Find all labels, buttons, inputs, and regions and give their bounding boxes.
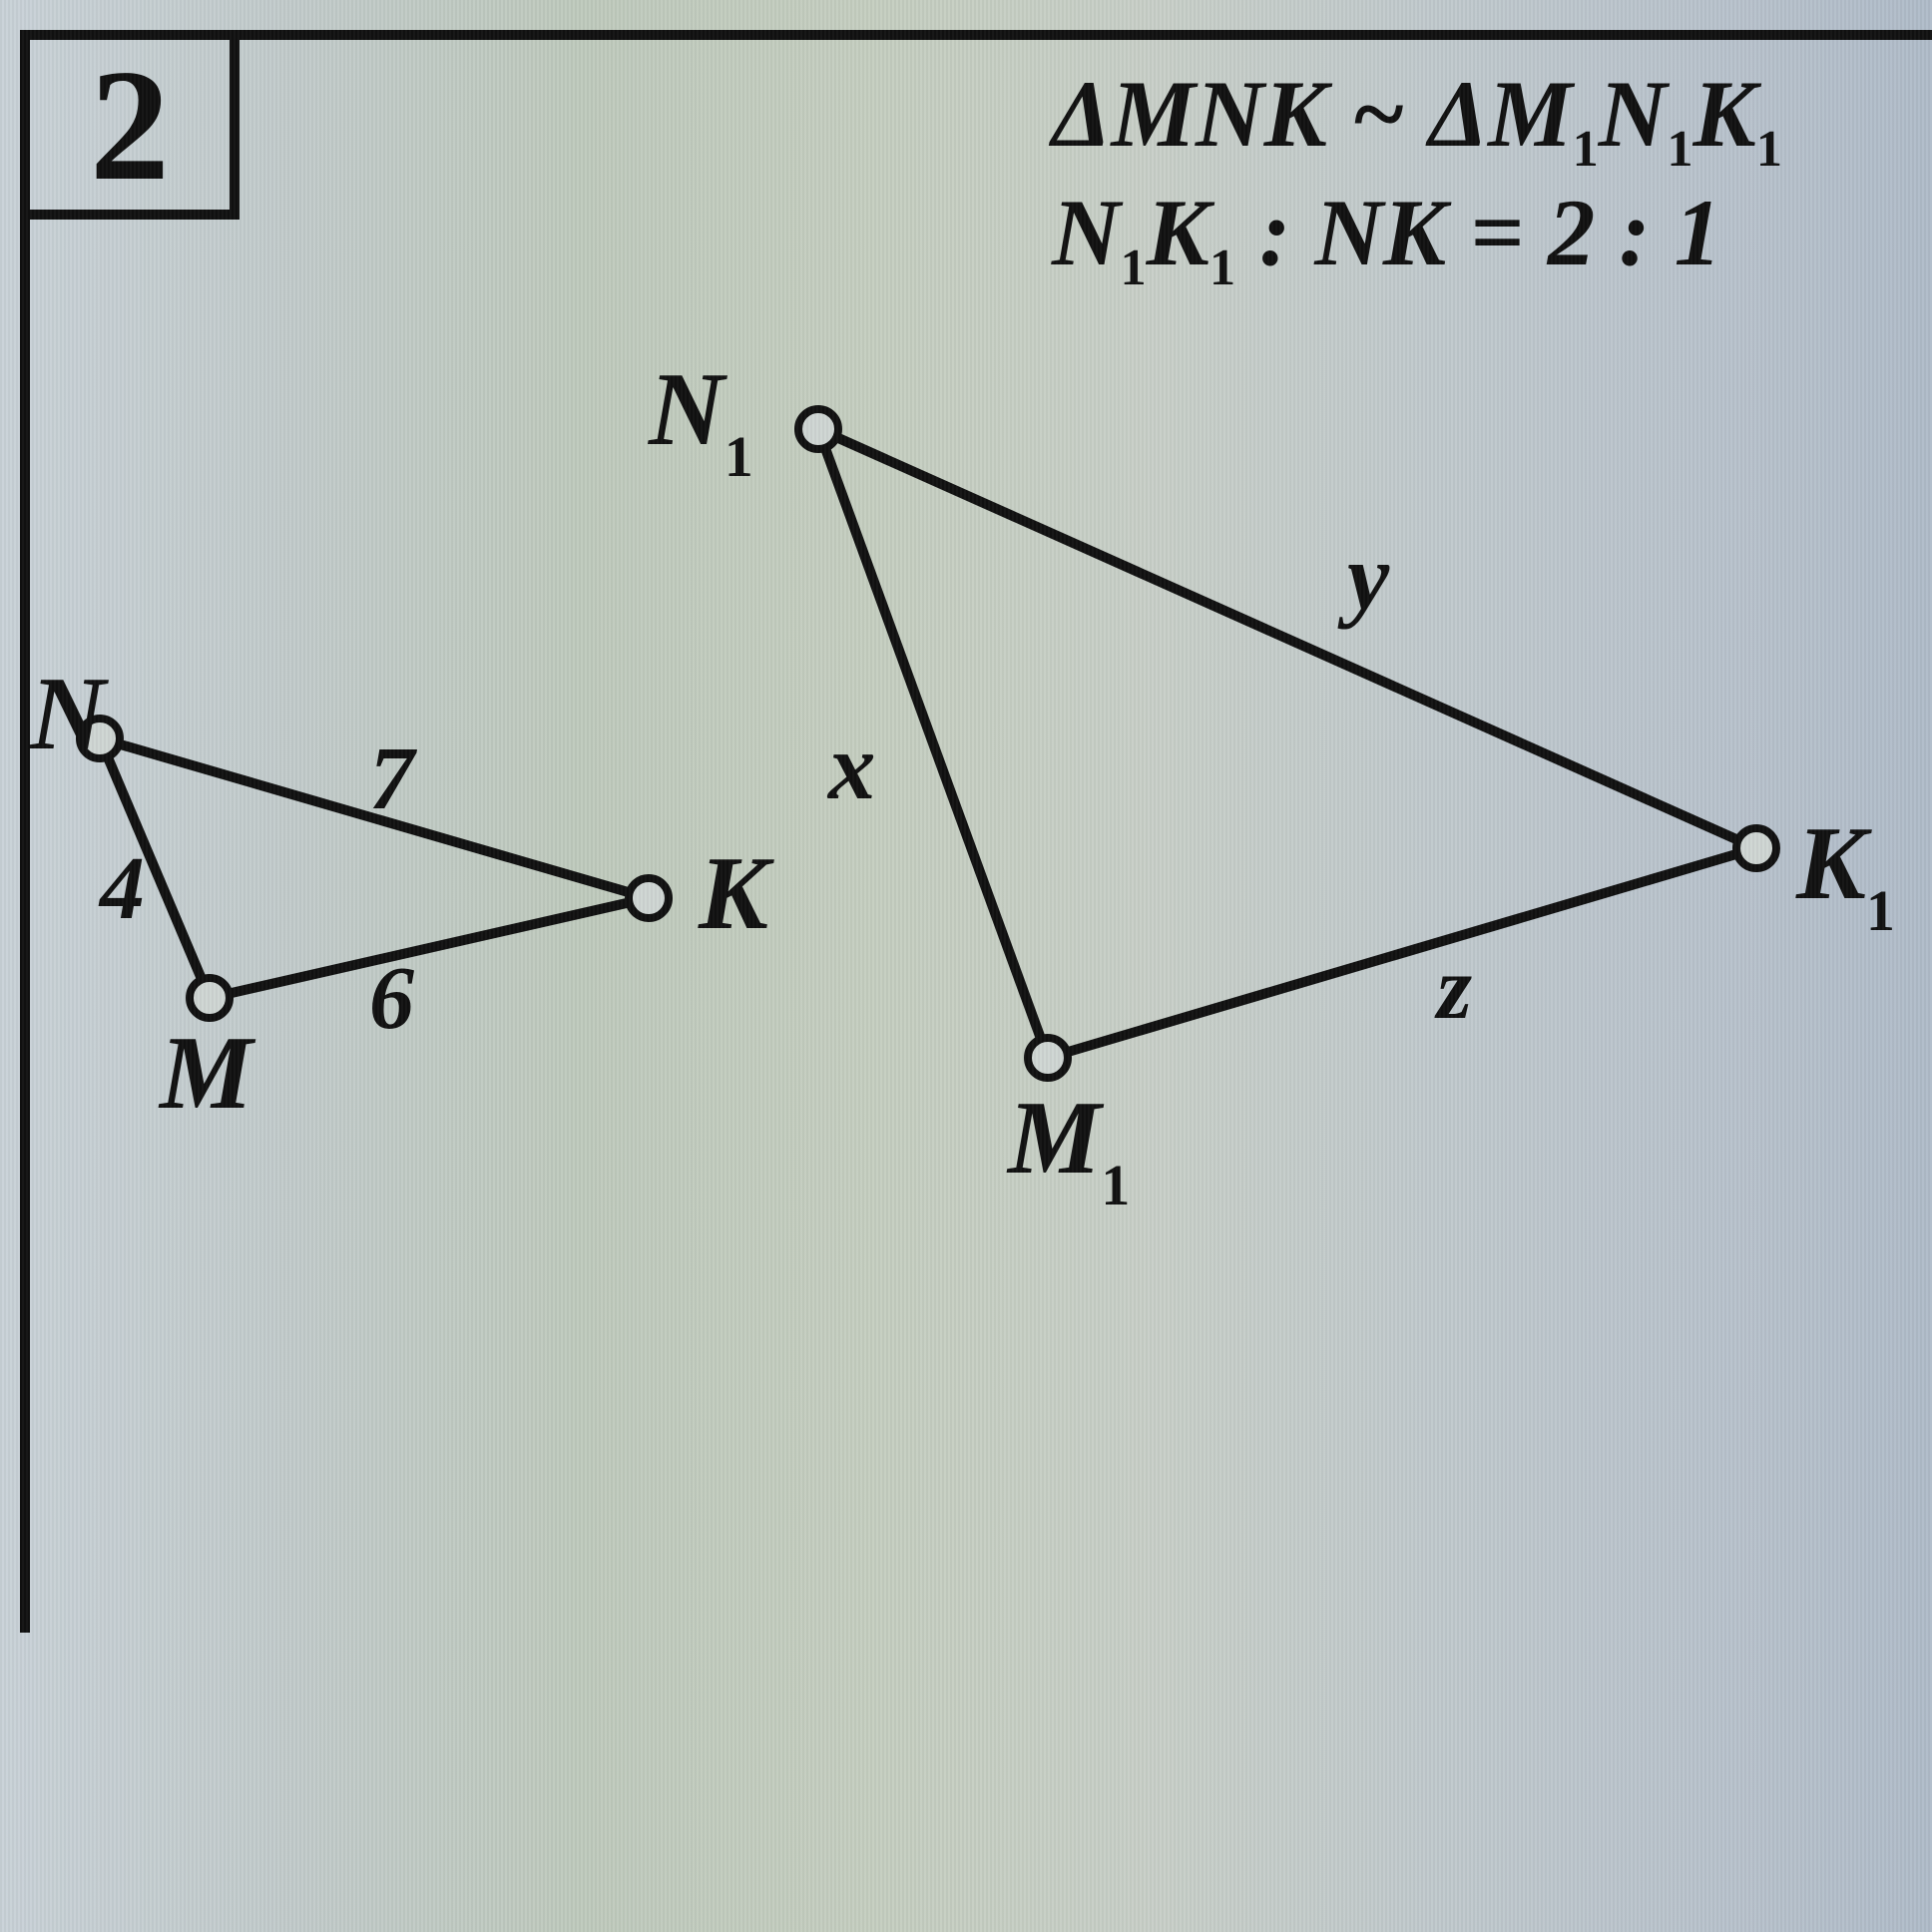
vertex-label: M xyxy=(158,1014,256,1131)
triangle-vertex xyxy=(190,978,230,1018)
triangle-edge xyxy=(818,429,1756,848)
page: 2 ΔMNK ~ ΔM1N1K1 N1K1 : NK = 2 : 1 NMK47… xyxy=(0,0,1932,1932)
edge-label: 7 xyxy=(369,729,417,828)
triangle-vertex xyxy=(798,409,838,449)
edge-label: z xyxy=(1434,939,1472,1038)
vertex-label: K1 xyxy=(1795,804,1895,943)
triangle-vertex xyxy=(1736,828,1776,868)
triangle-edge xyxy=(210,898,649,998)
triangle-edge xyxy=(1048,848,1756,1058)
triangle-vertex xyxy=(629,878,669,918)
vertex-label: N1 xyxy=(648,350,753,489)
figure-svg: N M K 4 7 6 N1 M1 K1 x y z xyxy=(0,0,1932,1932)
triangle-vertex xyxy=(1028,1038,1068,1078)
figure: N M K 4 7 6 N1 M1 K1 x y z xyxy=(0,0,1932,1932)
edge-label: x xyxy=(826,714,876,819)
edge-label: 6 xyxy=(369,949,414,1048)
edge-label: y xyxy=(1337,524,1390,630)
edge-label: 4 xyxy=(98,839,145,938)
vertex-label: M1 xyxy=(1006,1079,1130,1217)
vertex-label: N xyxy=(29,655,109,771)
vertex-label: K xyxy=(698,834,774,951)
